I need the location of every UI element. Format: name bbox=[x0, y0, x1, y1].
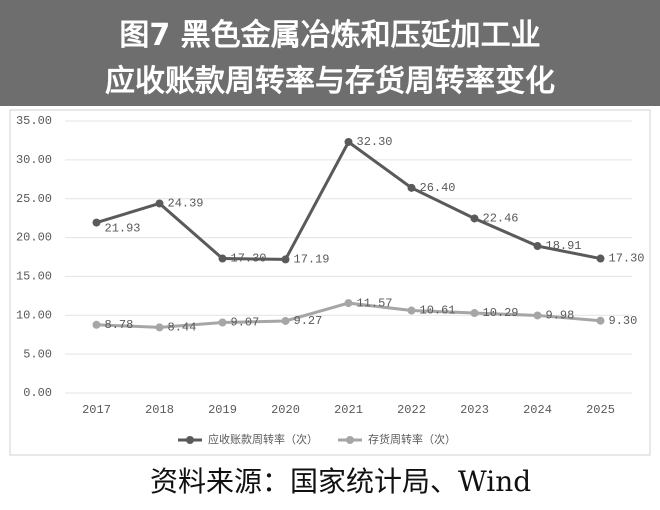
source: 资料来源：国家统计局、Wind bbox=[150, 465, 532, 498]
point bbox=[92, 320, 101, 329]
point bbox=[470, 309, 479, 318]
x-tick-label: 2025 bbox=[586, 403, 615, 417]
y-tick-label: 20.00 bbox=[16, 231, 52, 245]
y-tick-label: 10.00 bbox=[16, 308, 52, 322]
point bbox=[155, 323, 164, 332]
y-tick-label: 25.00 bbox=[16, 192, 52, 206]
point bbox=[407, 306, 416, 315]
value-label: 10.61 bbox=[420, 304, 456, 318]
x-tick-label: 2017 bbox=[82, 403, 111, 417]
value-label: 22.46 bbox=[483, 212, 519, 226]
value-label: 11.57 bbox=[357, 296, 393, 310]
value-label: 8.78 bbox=[105, 318, 134, 332]
chart: 0.00 5.00 10.00 15.00 20.00 25.00 30.00 35.00 20… bbox=[9, 109, 651, 456]
value-label: 9.27 bbox=[294, 314, 323, 328]
legend-marker bbox=[346, 436, 354, 444]
point bbox=[92, 218, 101, 227]
x-tick-label: 2019 bbox=[208, 403, 237, 417]
legend-label: 应收账款周转率（次） bbox=[208, 432, 318, 446]
title-line: 图7 黑色金属冶炼和压延加工业 bbox=[119, 18, 541, 53]
y-tick-label: 5.00 bbox=[23, 347, 52, 361]
y-tick-label: 35.00 bbox=[16, 114, 52, 128]
point bbox=[596, 316, 605, 325]
value-label: 17.30 bbox=[609, 252, 645, 266]
value-label: 8.44 bbox=[168, 321, 197, 335]
value-label: 18.91 bbox=[546, 239, 582, 253]
point bbox=[596, 254, 605, 263]
x-tick-label: 2021 bbox=[334, 403, 363, 417]
point bbox=[533, 242, 542, 251]
chart-frame bbox=[9, 109, 651, 456]
value-label: 9.07 bbox=[231, 316, 260, 330]
point bbox=[533, 311, 542, 320]
point bbox=[218, 254, 227, 263]
y-tick-label: 30.00 bbox=[16, 153, 52, 167]
title-line: 应收账款周转率与存货周转率变化 bbox=[105, 64, 555, 99]
point bbox=[281, 316, 290, 325]
value-label: 17.19 bbox=[294, 253, 330, 267]
point bbox=[344, 137, 353, 146]
x-tick-label: 2024 bbox=[523, 403, 552, 417]
value-label: 32.30 bbox=[357, 135, 393, 149]
x-tick-label: 2022 bbox=[397, 403, 426, 417]
x-tick-label: 2018 bbox=[145, 403, 174, 417]
value-label: 24.39 bbox=[168, 197, 204, 211]
x-tick-label: 2023 bbox=[460, 403, 489, 417]
value-label: 26.40 bbox=[420, 181, 456, 195]
value-label: 17.30 bbox=[231, 252, 267, 266]
value-label: 10.29 bbox=[483, 306, 519, 320]
value-label: 9.30 bbox=[609, 314, 638, 328]
y-tick-label: 15.00 bbox=[16, 270, 52, 284]
point bbox=[344, 299, 353, 308]
point bbox=[407, 183, 416, 192]
point bbox=[218, 318, 227, 327]
value-label: 21.93 bbox=[105, 222, 141, 236]
legend-label: 存货周转率（次） bbox=[368, 432, 456, 446]
value-label: 9.98 bbox=[546, 309, 575, 323]
point bbox=[155, 199, 164, 208]
title-banner: 图7 黑色金属冶炼和压延加工业 应收账款周转率与存货周转率变化 bbox=[0, 0, 660, 106]
y-tick-label: 0.00 bbox=[23, 386, 52, 400]
x-tick-label: 2020 bbox=[271, 403, 300, 417]
point bbox=[281, 255, 290, 264]
legend-marker bbox=[186, 436, 194, 444]
point bbox=[470, 214, 479, 223]
